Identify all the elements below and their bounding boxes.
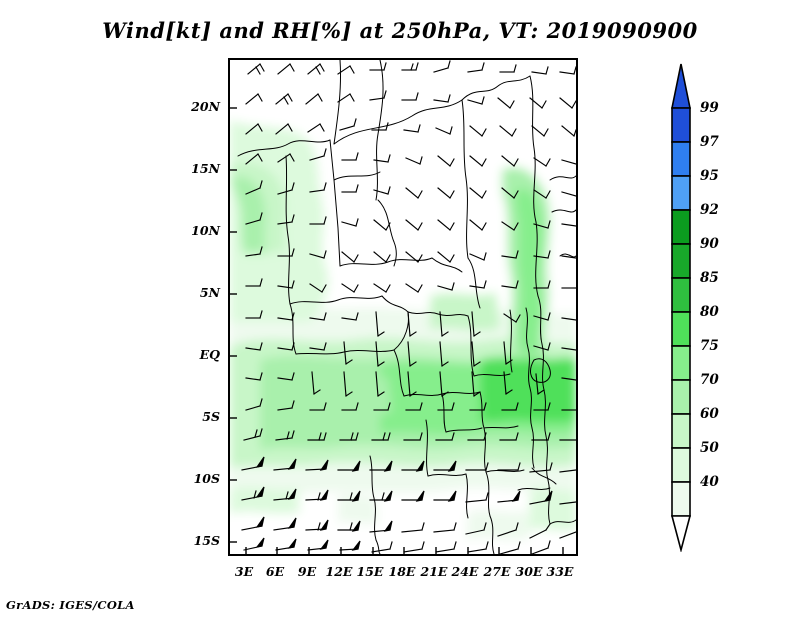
ytick-label-10s: 10S	[193, 471, 220, 486]
xtick-label-6e: 6E	[265, 564, 285, 579]
xtick-label-30e: 30E	[515, 564, 543, 579]
ytick-label-eq: EQ	[199, 347, 220, 362]
ytick-label-15n: 15N	[191, 161, 220, 176]
colorbar-label-92: 92	[700, 202, 719, 218]
ytick-label-5s: 5S	[202, 409, 220, 424]
axis-ticks	[230, 107, 564, 554]
wind-barb-layer	[241, 60, 576, 554]
colorbar-label-70: 70	[700, 372, 719, 388]
colorbar-label-90: 90	[700, 236, 719, 252]
map-canvas	[230, 60, 576, 554]
colorbar-label-60: 60	[700, 406, 719, 422]
xtick-label-18e: 18E	[388, 564, 416, 579]
ytick-label-20n: 20N	[191, 99, 220, 114]
colorbar-label-97: 97	[700, 134, 719, 150]
page-title: Wind[kt] and RH[%] at 250hPa, VT: 201909…	[102, 18, 698, 43]
colorbar-label-99: 99	[700, 100, 719, 116]
xtick-label-27e: 27E	[483, 564, 511, 579]
colorbar-label-95: 95	[700, 168, 719, 184]
colorbar-label-80: 80	[700, 304, 719, 320]
xtick-label-15e: 15E	[356, 564, 384, 579]
colorbar	[670, 63, 692, 552]
rh-shading-layer	[230, 60, 576, 554]
map-plot-area	[228, 58, 578, 556]
xtick-label-12e: 12E	[325, 564, 353, 579]
colorbar-label-75: 75	[700, 338, 719, 354]
xtick-label-21e: 21E	[420, 564, 448, 579]
colorbar-label-50: 50	[700, 440, 719, 456]
ytick-label-15s: 15S	[193, 533, 220, 548]
xtick-label-24e: 24E	[451, 564, 479, 579]
ytick-label-5n: 5N	[199, 285, 220, 300]
colorbar-label-40: 40	[700, 474, 719, 490]
colorbar-label-85: 85	[700, 270, 719, 286]
ytick-label-10n: 10N	[191, 223, 220, 238]
attribution-footer: GrADS: IGES/COLA	[6, 598, 135, 612]
xtick-label-9e: 9E	[297, 564, 317, 579]
xtick-label-3e: 3E	[234, 564, 254, 579]
xtick-label-33e: 33E	[546, 564, 574, 579]
